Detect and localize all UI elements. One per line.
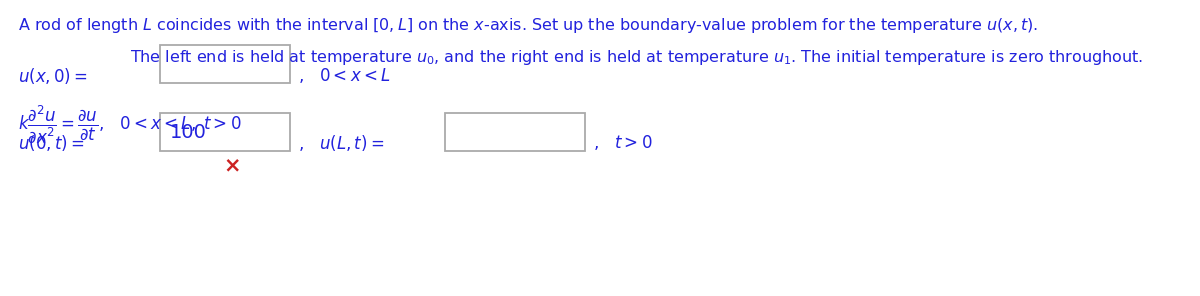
Text: $u(x, 0) =$: $u(x, 0) =$ [18,66,88,86]
Text: A rod of length $L$ coincides with the interval $[0, L]$ on the $x$-axis. Set up: A rod of length $L$ coincides with the i… [18,16,1038,35]
FancyBboxPatch shape [160,113,290,151]
Text: 100: 100 [170,123,206,141]
Text: ,   $u(L, t) =$: , $u(L, t) =$ [298,133,384,153]
Text: $k\dfrac{\partial^2 u}{\partial x^2} = \dfrac{\partial u}{\partial t}$,   $0 < x: $k\dfrac{\partial^2 u}{\partial x^2} = \… [18,103,241,144]
Text: $\mathbf{\times}$: $\mathbf{\times}$ [223,156,240,176]
FancyBboxPatch shape [445,113,586,151]
FancyBboxPatch shape [160,45,290,83]
Text: The left end is held at temperature $u_0$, and the right end is held at temperat: The left end is held at temperature $u_0… [130,48,1144,67]
Text: ,   $0 < x < L$: , $0 < x < L$ [298,66,391,85]
Text: ,   $t > 0$: , $t > 0$ [593,133,653,152]
Text: $u(0, t) =$: $u(0, t) =$ [18,133,84,153]
